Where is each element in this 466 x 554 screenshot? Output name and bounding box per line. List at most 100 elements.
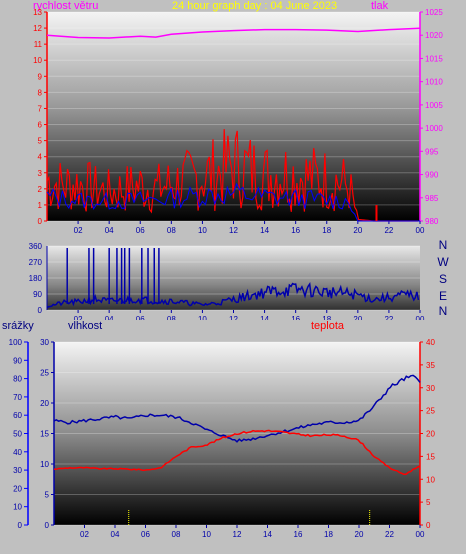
y-right-tick-label: 10 xyxy=(426,475,435,484)
humidity-label: vlhkost xyxy=(68,320,103,332)
y-left-tick-label: 4 xyxy=(38,153,43,162)
x-tick-label: 20 xyxy=(355,530,364,539)
wind-direction-series xyxy=(46,282,420,309)
y-left-tick-label: 70 xyxy=(13,393,22,402)
x-tick-label: 14 xyxy=(260,226,269,235)
humidity-series xyxy=(53,374,421,443)
y-left-tick-label: 5 xyxy=(38,137,43,146)
y-right-tick-label: 990 xyxy=(425,171,439,180)
x-tick-label: 08 xyxy=(167,226,176,235)
y-left-tick-label: 10 xyxy=(33,56,42,65)
x-tick-label: 06 xyxy=(136,315,145,320)
rain-label: srážky xyxy=(2,320,34,332)
x-tick-label: 16 xyxy=(291,315,300,320)
x-tick-label: 02 xyxy=(74,315,83,320)
y-tick-label: 360 xyxy=(29,242,43,251)
compass-e: E xyxy=(438,289,447,303)
compass-s: S xyxy=(438,272,447,286)
x-tick-label: 04 xyxy=(105,226,114,235)
x-tick-label: 10 xyxy=(202,530,211,539)
y-left-tick-label: 0 xyxy=(38,217,43,226)
y-left-tick-label: 9 xyxy=(38,72,43,81)
y-left-tick-label: 11 xyxy=(34,40,43,49)
x-tick-label: 20 xyxy=(353,315,362,320)
y-left-tick-label: 80 xyxy=(13,375,22,384)
temperature-label: teplota xyxy=(311,320,345,332)
y-tick-label: 180 xyxy=(29,274,43,283)
x-tick-label: 12 xyxy=(229,226,238,235)
wind-pressure-chart: 0123456789101112139809859909951000100510… xyxy=(33,8,443,235)
y-right-tick-label: 985 xyxy=(425,194,439,203)
x-tick-label: 12 xyxy=(229,315,238,320)
x-tick-label: 08 xyxy=(172,530,181,539)
x-tick-label: 16 xyxy=(294,530,303,539)
x-tick-label: 00 xyxy=(416,226,425,235)
plot-area xyxy=(54,342,420,525)
x-tick-label: 10 xyxy=(198,226,207,235)
y-left-tick-label: 10 xyxy=(13,503,22,512)
y-right-tick-label: 20 xyxy=(426,430,435,439)
x-tick-label: 06 xyxy=(136,226,145,235)
x-tick-label: 00 xyxy=(416,530,425,539)
y-right-tick-label: 1010 xyxy=(425,78,443,87)
x-tick-label: 18 xyxy=(322,226,331,235)
y-right-tick-label: 0 xyxy=(426,521,431,530)
y-right-tick-label: 980 xyxy=(425,217,439,226)
x-tick-label: 18 xyxy=(322,315,331,320)
x-tick-label: 14 xyxy=(260,315,269,320)
x-tick-label: 22 xyxy=(384,315,393,320)
y-left-tick-label: 3 xyxy=(38,169,43,178)
y-tick-label: 270 xyxy=(29,258,43,267)
x-tick-label: 22 xyxy=(385,530,394,539)
x-tick-label: 02 xyxy=(80,530,89,539)
y-left-tick-label: 20 xyxy=(13,484,22,493)
y-mid-tick-label: 15 xyxy=(40,430,49,439)
y-mid-tick-label: 30 xyxy=(40,338,49,347)
y-mid-tick-label: 20 xyxy=(40,399,49,408)
y-right-tick-label: 1005 xyxy=(425,101,443,110)
x-tick-label: 18 xyxy=(324,530,333,539)
wind-speed-label: rychlost větru xyxy=(33,0,99,12)
y-right-tick-label: 1015 xyxy=(425,54,443,63)
y-left-tick-label: 2 xyxy=(38,185,43,194)
x-tick-label: 02 xyxy=(74,226,83,235)
y-left-tick-label: 6 xyxy=(38,121,43,130)
y-left-tick-label: 50 xyxy=(13,430,22,439)
pressure-series xyxy=(46,27,421,39)
y-right-tick-label: 1020 xyxy=(425,31,443,40)
y-mid-tick-label: 5 xyxy=(45,491,50,500)
x-tick-label: 00 xyxy=(416,315,425,320)
y-left-tick-label: 90 xyxy=(13,356,22,365)
y-left-tick-label: 100 xyxy=(9,338,23,347)
y-left-tick-label: 13 xyxy=(33,8,42,17)
compass-w: W xyxy=(437,255,449,269)
compass-n-top: N xyxy=(438,238,448,252)
y-mid-tick-label: 0 xyxy=(45,521,50,530)
pressure-label: tlak xyxy=(371,0,389,12)
y-left-tick-label: 0 xyxy=(18,521,23,530)
y-left-tick-label: 7 xyxy=(38,104,43,113)
y-mid-tick-label: 10 xyxy=(40,460,49,469)
y-tick-label: 90 xyxy=(33,290,42,299)
y-left-tick-label: 40 xyxy=(13,448,22,457)
y-right-tick-label: 15 xyxy=(426,452,435,461)
temperature-series xyxy=(53,429,421,476)
compass-n-bottom: N xyxy=(438,304,448,318)
x-tick-label: 14 xyxy=(263,530,272,539)
x-tick-label: 06 xyxy=(141,530,150,539)
y-left-tick-label: 12 xyxy=(33,24,42,33)
humidity-temperature-chart: 0102030405060708090100051015202530051015… xyxy=(9,338,436,539)
x-tick-label: 04 xyxy=(111,530,120,539)
y-right-tick-label: 5 xyxy=(426,498,431,507)
x-tick-label: 20 xyxy=(353,226,362,235)
y-right-tick-label: 35 xyxy=(426,361,435,370)
graph-title: 24 hour graph day : 04 June 2023 xyxy=(172,0,338,12)
y-right-tick-label: 1025 xyxy=(425,8,443,17)
x-tick-label: 12 xyxy=(233,530,242,539)
wind-gust-series xyxy=(46,182,420,222)
y-mid-tick-label: 25 xyxy=(40,369,49,378)
x-tick-label: 08 xyxy=(167,315,176,320)
wind-speed-series xyxy=(46,129,419,222)
x-tick-label: 10 xyxy=(198,315,207,320)
wind-direction-chart: 360 270 180 90 0 02 04 06 08 10 12 14 16 18 20 22 00 xyxy=(29,242,425,320)
